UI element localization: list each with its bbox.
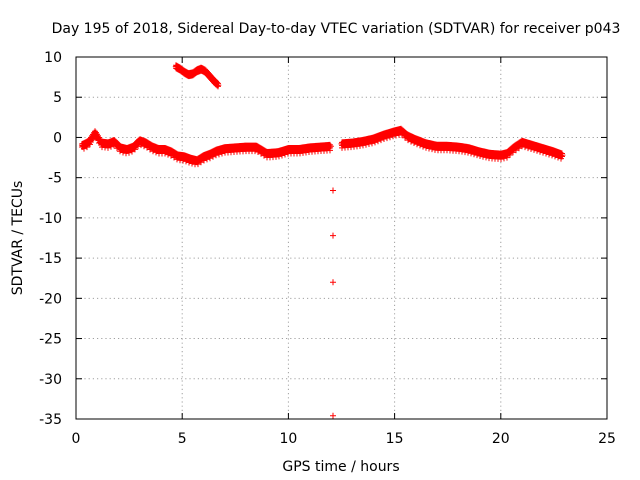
band-point bbox=[384, 135, 390, 142]
band-point bbox=[369, 140, 375, 147]
y-tick-label: 10 bbox=[44, 50, 62, 66]
y-tick-label: -15 bbox=[39, 251, 62, 267]
band-point bbox=[276, 153, 282, 160]
band-point bbox=[108, 143, 114, 150]
x-tick-label: 20 bbox=[492, 431, 510, 447]
band-point bbox=[381, 136, 387, 143]
y-tick-label: -35 bbox=[39, 412, 62, 428]
band-point bbox=[126, 149, 132, 156]
band-point bbox=[372, 139, 378, 146]
x-tick-label: 10 bbox=[279, 431, 297, 447]
y-tick-label: -20 bbox=[39, 291, 62, 307]
band-point bbox=[501, 155, 507, 162]
outlier-point bbox=[330, 412, 337, 419]
band-point bbox=[87, 141, 93, 148]
band-point bbox=[215, 83, 221, 90]
band-point bbox=[84, 144, 90, 151]
outlier-point bbox=[330, 232, 337, 239]
band-point bbox=[507, 152, 513, 159]
band-point bbox=[327, 147, 333, 154]
data-points bbox=[79, 62, 566, 419]
band-point bbox=[282, 151, 288, 158]
band-point bbox=[219, 150, 225, 157]
plot-frame bbox=[75, 56, 608, 420]
chart-title: Day 195 of 2018, Sidereal Day-to-day VTE… bbox=[52, 21, 621, 37]
y-tick-label: -5 bbox=[48, 171, 62, 187]
band-point bbox=[504, 154, 510, 161]
band-point bbox=[378, 137, 384, 144]
band-point bbox=[279, 152, 285, 159]
band-point bbox=[105, 144, 111, 151]
y-tick-label: 0 bbox=[53, 130, 62, 146]
grid-lines bbox=[76, 57, 607, 419]
band-point bbox=[498, 156, 504, 163]
band-point bbox=[393, 132, 399, 139]
band-point bbox=[201, 157, 207, 164]
x-tick-label: 15 bbox=[386, 431, 404, 447]
outlier-point bbox=[330, 279, 337, 286]
band-point bbox=[216, 151, 222, 158]
x-axis-label: GPS time / hours bbox=[282, 459, 399, 475]
band-point bbox=[135, 143, 141, 150]
band-point bbox=[204, 156, 210, 163]
y-tick-label: -30 bbox=[39, 372, 62, 388]
band-point bbox=[213, 152, 219, 159]
y-axis-label: SDTVAR / TECUs bbox=[10, 181, 26, 296]
band-point bbox=[387, 134, 393, 141]
band-point bbox=[390, 133, 396, 140]
band-point bbox=[132, 146, 138, 153]
x-tick-labels: 0 5 10 15 20 25 bbox=[72, 431, 616, 447]
x-tick-label: 25 bbox=[598, 431, 616, 447]
axis-ticks bbox=[75, 56, 608, 420]
band-point bbox=[375, 138, 381, 145]
y-tick-label: -25 bbox=[39, 332, 62, 348]
outlier-point bbox=[330, 187, 337, 194]
y-tick-labels: 10 5 0 -5 -10 -15 -20 -25 -30 -35 bbox=[39, 50, 62, 428]
x-tick-label: 0 bbox=[72, 431, 81, 447]
x-tick-label: 5 bbox=[178, 431, 187, 447]
band-point bbox=[559, 153, 565, 160]
y-tick-label: 5 bbox=[53, 90, 62, 106]
y-tick-label: -10 bbox=[39, 211, 62, 227]
